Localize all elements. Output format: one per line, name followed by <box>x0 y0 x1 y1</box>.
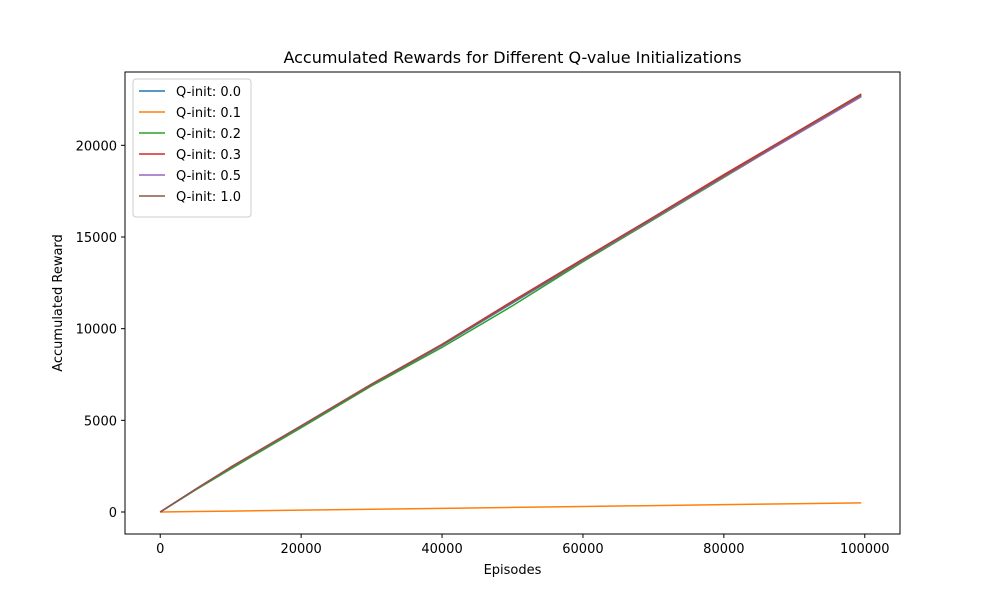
legend-label: Q-init: 0.0 <box>176 85 241 100</box>
legend-label: Q-init: 0.1 <box>176 106 241 121</box>
x-tick-label: 60000 <box>562 542 603 557</box>
legend-label: Q-init: 0.5 <box>176 169 241 184</box>
axes-frame <box>124 71 901 535</box>
legend-box <box>132 78 252 218</box>
y-tick-label: 10000 <box>76 323 117 338</box>
series-line-5 <box>159 94 862 513</box>
y-tick-label: 15000 <box>76 231 117 246</box>
y-tick-label: 0 <box>109 506 117 521</box>
legend-label: Q-init: 1.0 <box>176 190 241 205</box>
legend: Q-init: 0.0 Q-init: 0.1 Q-init: 0.2 Q-init:… <box>132 78 252 218</box>
plot-area <box>159 93 862 513</box>
y-axis-ticks: 0 5000 10000 15000 20000 <box>76 139 125 521</box>
chart-title: Accumulated Rewards for Different Q-valu… <box>283 48 741 67</box>
x-axis-label: Episodes <box>484 563 542 578</box>
y-axis-label: Accumulated Reward <box>51 234 66 372</box>
series-line-1 <box>160 502 862 513</box>
x-tick-label: 40000 <box>421 542 462 557</box>
y-tick-label: 20000 <box>76 139 117 154</box>
x-tick-label: 80000 <box>703 542 744 557</box>
x-tick-label: 0 <box>156 542 164 557</box>
legend-label: Q-init: 0.3 <box>176 148 241 163</box>
x-axis-ticks: 0 20000 40000 60000 80000 100000 <box>156 534 890 557</box>
x-tick-label: 20000 <box>280 542 321 557</box>
legend-label: Q-init: 0.2 <box>176 127 241 142</box>
y-tick-label: 5000 <box>84 414 117 429</box>
x-tick-label: 100000 <box>840 542 890 557</box>
